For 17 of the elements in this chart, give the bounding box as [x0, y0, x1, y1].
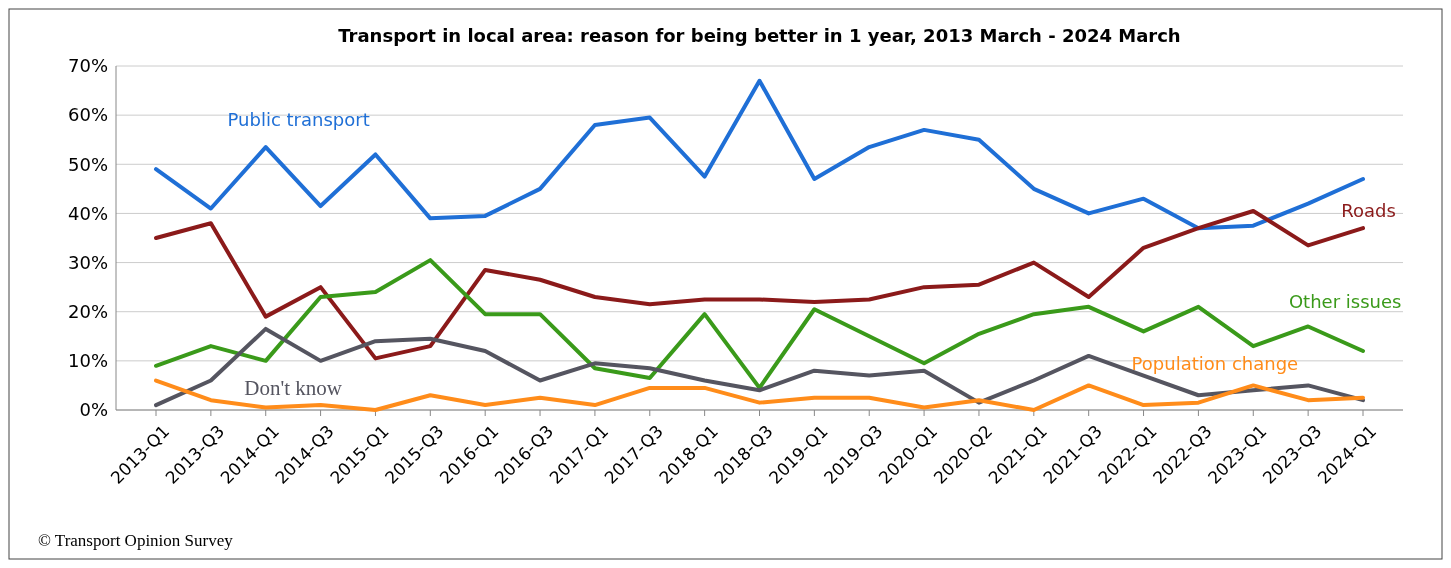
- line-series: [154, 378, 1365, 412]
- y-tick-label: 0%: [79, 399, 108, 421]
- series-label: Population change: [1131, 352, 1299, 374]
- series-label: Roads: [1341, 200, 1396, 222]
- y-tick-label: 20%: [67, 301, 108, 323]
- series-label: Public transport: [227, 109, 370, 131]
- series-label: Don't know: [244, 375, 343, 400]
- series-label: Other issues: [1288, 291, 1402, 313]
- chart-title: Transport in local area: reason for being better in 1 year, 2013 March - 2024 March: [338, 25, 1181, 46]
- text: © Transport Opinion Survey: [38, 531, 234, 550]
- y-tick-label: 50%: [67, 153, 108, 175]
- y-tick-label: 60%: [67, 104, 108, 126]
- y-tick-label: 40%: [67, 202, 108, 224]
- line-series: [154, 326, 1365, 408]
- y-tick-label: 70%: [67, 55, 108, 77]
- y-tick-label: 10%: [67, 350, 108, 372]
- y-tick-label: 30%: [67, 251, 108, 273]
